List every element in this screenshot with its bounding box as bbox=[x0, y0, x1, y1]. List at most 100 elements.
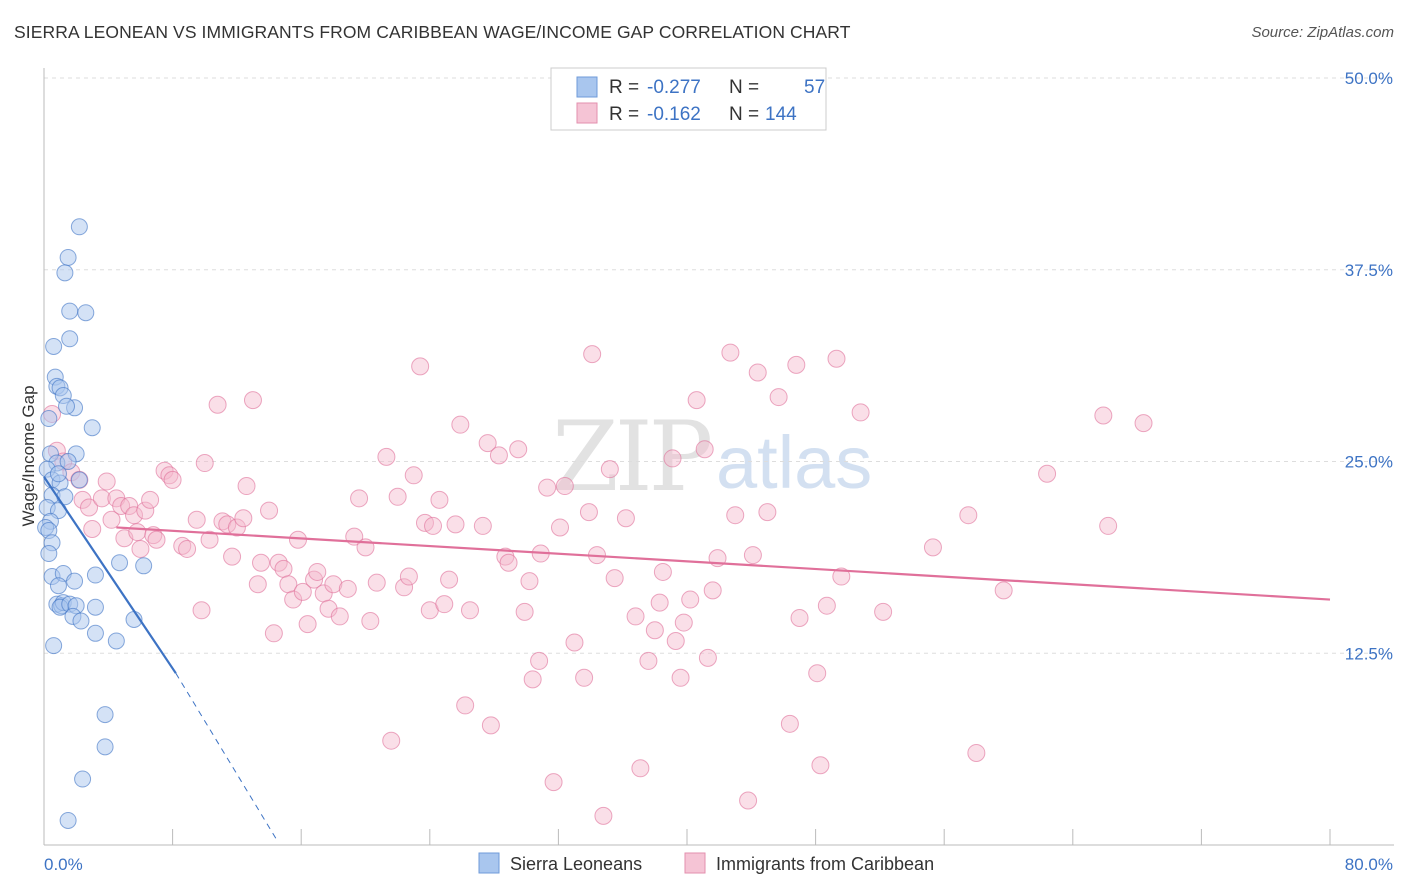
caribbean-point bbox=[274, 559, 293, 578]
sierra-leonean-point bbox=[96, 706, 114, 724]
sierra-leonean-point bbox=[70, 471, 88, 489]
caribbean-point bbox=[252, 553, 271, 572]
caribbean-point bbox=[650, 593, 669, 612]
caribbean-point bbox=[80, 498, 99, 517]
sierra-leonean-point bbox=[72, 612, 90, 630]
y-tick-label: 37.5% bbox=[1345, 261, 1393, 280]
caribbean-point bbox=[260, 501, 279, 520]
caribbean-point bbox=[874, 602, 893, 621]
caribbean-point bbox=[404, 466, 423, 485]
legend-r-label-1: R = bbox=[609, 77, 639, 98]
caribbean-point bbox=[605, 569, 624, 588]
sierra-leonean-point bbox=[56, 264, 74, 282]
caribbean-point bbox=[424, 516, 443, 535]
caribbean-point bbox=[758, 503, 777, 522]
sierra-leonean-point bbox=[49, 577, 67, 595]
caribbean-point bbox=[473, 516, 492, 535]
sierra-leonean-point bbox=[86, 624, 104, 642]
caribbean-point bbox=[223, 547, 242, 566]
caribbean-point bbox=[128, 523, 147, 542]
caribbean-point bbox=[178, 539, 197, 558]
sierra-leonean-trendline-extension bbox=[175, 672, 278, 841]
caribbean-point bbox=[967, 743, 986, 762]
caribbean-point bbox=[435, 595, 454, 614]
caribbean-point bbox=[377, 447, 396, 466]
caribbean-point bbox=[1134, 414, 1153, 433]
sierra-leonean-point bbox=[49, 465, 67, 483]
sierra-leonean-point bbox=[61, 330, 79, 348]
caribbean-point bbox=[645, 621, 664, 640]
caribbean-point bbox=[594, 806, 613, 825]
caribbean-point bbox=[509, 440, 528, 459]
caribbean-point bbox=[959, 506, 978, 525]
sierra-leonean-point bbox=[59, 811, 77, 829]
caribbean-points bbox=[43, 343, 1153, 825]
caribbean-point bbox=[579, 503, 598, 522]
sierra-leonean-point bbox=[135, 557, 153, 575]
caribbean-point bbox=[1099, 516, 1118, 535]
caribbean-point bbox=[284, 590, 303, 609]
sierra-leonean-point bbox=[58, 397, 76, 415]
legend-swatch-blue bbox=[576, 76, 598, 98]
caribbean-point bbox=[653, 562, 672, 581]
sierra-leonean-point bbox=[45, 637, 63, 655]
x-ticks bbox=[172, 829, 1331, 845]
caribbean-point bbox=[361, 612, 380, 631]
caribbean-point bbox=[520, 572, 539, 591]
caribbean-point bbox=[131, 539, 150, 558]
caribbean-point bbox=[721, 343, 740, 362]
sierra-leonean-point bbox=[96, 738, 114, 756]
caribbean-point bbox=[195, 454, 214, 473]
caribbean-point bbox=[367, 573, 386, 592]
caribbean-point bbox=[192, 601, 211, 620]
caribbean-point bbox=[790, 608, 809, 627]
caribbean-point bbox=[388, 487, 407, 506]
sierra-leonean-point bbox=[59, 248, 77, 266]
caribbean-point bbox=[616, 509, 635, 528]
caribbean-point bbox=[430, 490, 449, 509]
legend-n-value-1: 57 bbox=[804, 77, 825, 98]
sierra-leonean-point bbox=[111, 554, 129, 572]
legend-n-value-2: 144 bbox=[765, 104, 797, 125]
x-tick-label-min: 0.0% bbox=[44, 855, 83, 874]
caribbean-point bbox=[237, 477, 256, 496]
caribbean-point bbox=[293, 582, 312, 601]
legend-r-label-2: R = bbox=[609, 104, 639, 125]
caribbean-point bbox=[565, 633, 584, 652]
caribbean-point bbox=[350, 489, 369, 508]
caribbean-point bbox=[227, 518, 246, 537]
y-tick-label: 25.0% bbox=[1345, 453, 1393, 472]
caribbean-point bbox=[515, 602, 534, 621]
y-tick-label: 12.5% bbox=[1345, 644, 1393, 663]
caribbean-point bbox=[136, 501, 155, 520]
caribbean-point bbox=[726, 506, 745, 525]
caribbean-point bbox=[97, 472, 116, 491]
caribbean-point bbox=[269, 553, 288, 572]
caribbean-point bbox=[208, 395, 227, 414]
watermark-zip: ZIP bbox=[552, 401, 711, 513]
caribbean-point bbox=[73, 490, 92, 509]
y-axis-title: Wage/Income Gap bbox=[19, 385, 38, 526]
sierra-leonean-point bbox=[77, 304, 95, 322]
caribbean-point bbox=[234, 509, 253, 528]
caribbean-point bbox=[489, 446, 508, 465]
caribbean-point bbox=[666, 631, 685, 650]
caribbean-point bbox=[639, 651, 658, 670]
sierra-leonean-trendline bbox=[43, 476, 177, 674]
caribbean-point bbox=[851, 403, 870, 422]
caribbean-point bbox=[687, 391, 706, 410]
sierra-leonean-point bbox=[59, 453, 77, 470]
legend-r-value-1: -0.277 bbox=[647, 77, 701, 98]
watermark-atlas: atlas bbox=[716, 421, 872, 504]
caribbean-point bbox=[832, 567, 851, 586]
caribbean-point bbox=[187, 510, 206, 529]
trendlines bbox=[43, 476, 1331, 841]
caribbean-point bbox=[626, 607, 645, 626]
sierra-leonean-point bbox=[45, 337, 63, 355]
caribbean-point bbox=[308, 562, 327, 581]
caribbean-point bbox=[703, 581, 722, 600]
caribbean-point bbox=[555, 477, 574, 496]
caribbean-point bbox=[523, 670, 542, 689]
caribbean-point bbox=[787, 355, 806, 374]
